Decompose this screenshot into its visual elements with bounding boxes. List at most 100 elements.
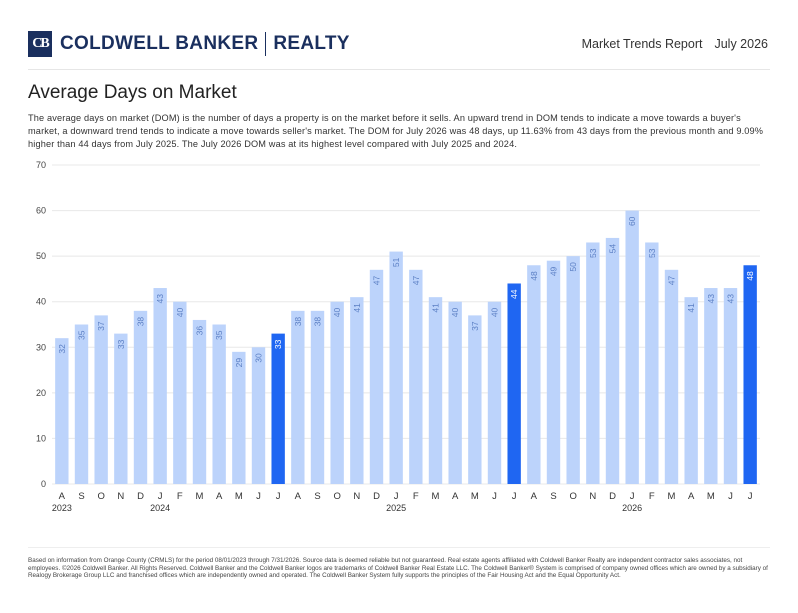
x-tick-label: D bbox=[609, 491, 616, 502]
bar bbox=[507, 283, 521, 484]
bar bbox=[389, 251, 403, 484]
bar bbox=[409, 269, 423, 484]
bar-value-label: 29 bbox=[234, 358, 244, 368]
bar-value-label: 47 bbox=[372, 276, 382, 286]
bar-value-label: 33 bbox=[273, 339, 283, 349]
x-tick-label: A bbox=[531, 491, 538, 502]
x-tick-label: J bbox=[276, 491, 281, 502]
x-tick-label: J bbox=[492, 491, 497, 502]
bar-value-label: 38 bbox=[293, 317, 303, 327]
y-tick-label: 40 bbox=[36, 297, 46, 307]
x-tick-label: J bbox=[256, 491, 261, 502]
bar bbox=[527, 265, 541, 484]
y-tick-label: 0 bbox=[41, 479, 46, 489]
bar bbox=[310, 310, 325, 484]
report-info: Market Trends Report July 2026 bbox=[582, 37, 768, 51]
x-tick-label: M bbox=[471, 491, 479, 502]
x-tick-label: S bbox=[78, 491, 84, 502]
bar-value-label: 36 bbox=[195, 326, 205, 336]
y-tick-label: 10 bbox=[36, 433, 46, 443]
bar bbox=[232, 351, 246, 484]
report-period: July 2026 bbox=[714, 37, 768, 51]
x-tick-label: J bbox=[728, 491, 733, 502]
y-tick-label: 20 bbox=[36, 388, 46, 398]
bar-value-label: 41 bbox=[686, 303, 696, 313]
brand-name: COLDWELL BANKER bbox=[60, 33, 259, 54]
bar-value-label: 40 bbox=[450, 307, 460, 317]
bar-value-label: 43 bbox=[155, 294, 165, 304]
bar-value-label: 53 bbox=[588, 248, 598, 258]
bar bbox=[448, 301, 462, 484]
bar-value-label: 38 bbox=[313, 317, 323, 327]
footer-disclaimer: Based on information from Orange County … bbox=[28, 557, 768, 580]
bar bbox=[133, 310, 148, 484]
bar-value-label: 30 bbox=[254, 353, 264, 363]
bar-value-label: 48 bbox=[529, 271, 539, 281]
bar-value-label: 53 bbox=[647, 248, 657, 258]
x-tick-label: J bbox=[394, 491, 399, 502]
bar-value-label: 40 bbox=[332, 307, 342, 317]
bar-value-label: 35 bbox=[214, 330, 224, 340]
x-tick-label: F bbox=[413, 491, 419, 502]
x-tick-label: A bbox=[59, 491, 66, 502]
x-tick-label: S bbox=[550, 491, 556, 502]
bar-value-label: 40 bbox=[490, 307, 500, 317]
bar bbox=[251, 347, 266, 484]
bar bbox=[330, 301, 344, 484]
x-year-label: 2023 bbox=[52, 503, 72, 513]
x-year-label: 2026 bbox=[622, 503, 642, 513]
x-tick-label: M bbox=[707, 491, 715, 502]
bar-value-label: 48 bbox=[745, 271, 755, 281]
y-tick-label: 60 bbox=[36, 206, 46, 216]
x-year-label: 2024 bbox=[150, 503, 170, 513]
bar bbox=[369, 269, 384, 484]
brand-logo: CB COLDWELL BANKER REALTY bbox=[28, 31, 350, 57]
page-title: Average Days on Market bbox=[28, 82, 237, 103]
bar bbox=[291, 310, 305, 484]
bar-value-label: 51 bbox=[391, 257, 401, 267]
bar bbox=[684, 297, 698, 484]
bar bbox=[271, 333, 285, 484]
header-divider bbox=[28, 69, 770, 70]
bar bbox=[173, 301, 187, 484]
bar-value-label: 40 bbox=[175, 307, 185, 317]
bar bbox=[350, 297, 364, 484]
x-tick-label: N bbox=[353, 491, 360, 502]
bar bbox=[153, 288, 167, 484]
bar-value-label: 37 bbox=[96, 321, 106, 331]
bar-value-label: 41 bbox=[352, 303, 362, 313]
x-tick-label: M bbox=[668, 491, 676, 502]
bar bbox=[546, 260, 561, 484]
bar bbox=[704, 288, 718, 484]
bar bbox=[428, 297, 443, 484]
x-tick-label: J bbox=[748, 491, 753, 502]
x-tick-label: M bbox=[432, 491, 440, 502]
x-tick-label: A bbox=[216, 491, 223, 502]
bar-value-label: 49 bbox=[549, 266, 559, 276]
bar bbox=[645, 242, 659, 484]
bar-value-label: 37 bbox=[470, 321, 480, 331]
bar bbox=[586, 242, 600, 484]
x-tick-label: M bbox=[235, 491, 243, 502]
x-year-label: 2025 bbox=[386, 503, 406, 513]
bar bbox=[566, 256, 580, 484]
x-tick-label: A bbox=[688, 491, 695, 502]
bar-value-label: 38 bbox=[136, 317, 146, 327]
bar bbox=[743, 265, 757, 484]
bar bbox=[55, 338, 69, 484]
x-tick-label: A bbox=[295, 491, 302, 502]
bar-value-label: 33 bbox=[116, 339, 126, 349]
x-tick-label: D bbox=[373, 491, 380, 502]
bar-value-label: 35 bbox=[77, 330, 87, 340]
x-tick-label: J bbox=[512, 491, 517, 502]
logo-divider bbox=[265, 32, 267, 56]
bar bbox=[94, 315, 108, 484]
bar bbox=[605, 237, 620, 484]
bar-value-label: 47 bbox=[411, 276, 421, 286]
chart-description: The average days on market (DOM) is the … bbox=[28, 113, 764, 149]
bar-value-label: 47 bbox=[667, 276, 677, 286]
bar-value-label: 43 bbox=[706, 294, 716, 304]
bar bbox=[664, 269, 679, 484]
report-header: CB COLDWELL BANKER REALTY Market Trends … bbox=[0, 0, 798, 70]
x-tick-label: F bbox=[177, 491, 183, 502]
